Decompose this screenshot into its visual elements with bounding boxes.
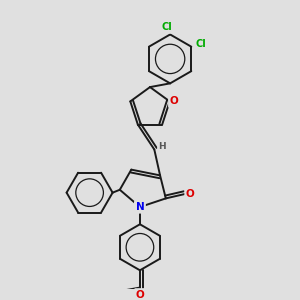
Text: O: O [136, 290, 144, 300]
Text: Cl: Cl [196, 39, 207, 49]
Text: H: H [159, 142, 166, 151]
Text: O: O [169, 96, 178, 106]
Text: Cl: Cl [162, 22, 172, 32]
Text: O: O [186, 189, 195, 199]
Text: N: N [136, 202, 144, 212]
